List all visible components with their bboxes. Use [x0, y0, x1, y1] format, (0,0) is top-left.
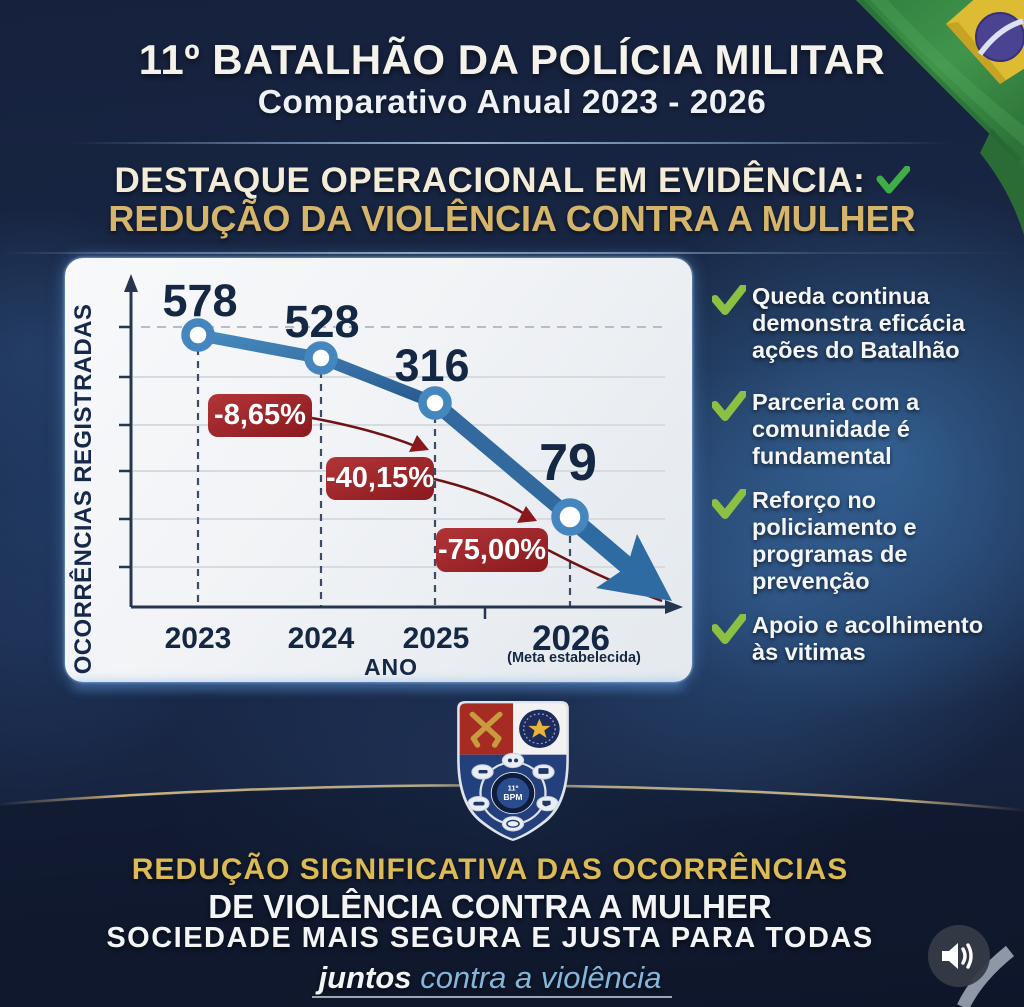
svg-text:-40,15%: -40,15% — [326, 462, 434, 494]
svg-text:2026: 2026 — [532, 619, 610, 658]
svg-text:2025: 2025 — [403, 622, 470, 655]
svg-text:-8,65%: -8,65% — [214, 399, 306, 431]
svg-text:OCORRÊNCIAS REGISTRADAS: OCORRÊNCIAS REGISTRADAS — [69, 304, 97, 675]
svg-text:-75,00%: -75,00% — [438, 534, 546, 566]
svg-text:2024: 2024 — [288, 622, 355, 655]
svg-text:79: 79 — [539, 434, 597, 492]
svg-text:BPM: BPM — [503, 792, 522, 802]
svg-text:528: 528 — [284, 296, 359, 347]
svg-text:578: 578 — [162, 275, 237, 326]
svg-text:316: 316 — [394, 340, 469, 391]
svg-text:2023: 2023 — [165, 622, 232, 655]
svg-text:11º: 11º — [508, 784, 519, 793]
svg-text:ANO: ANO — [364, 654, 418, 680]
svg-text:(Meta estabelecida): (Meta estabelecida) — [507, 650, 641, 666]
